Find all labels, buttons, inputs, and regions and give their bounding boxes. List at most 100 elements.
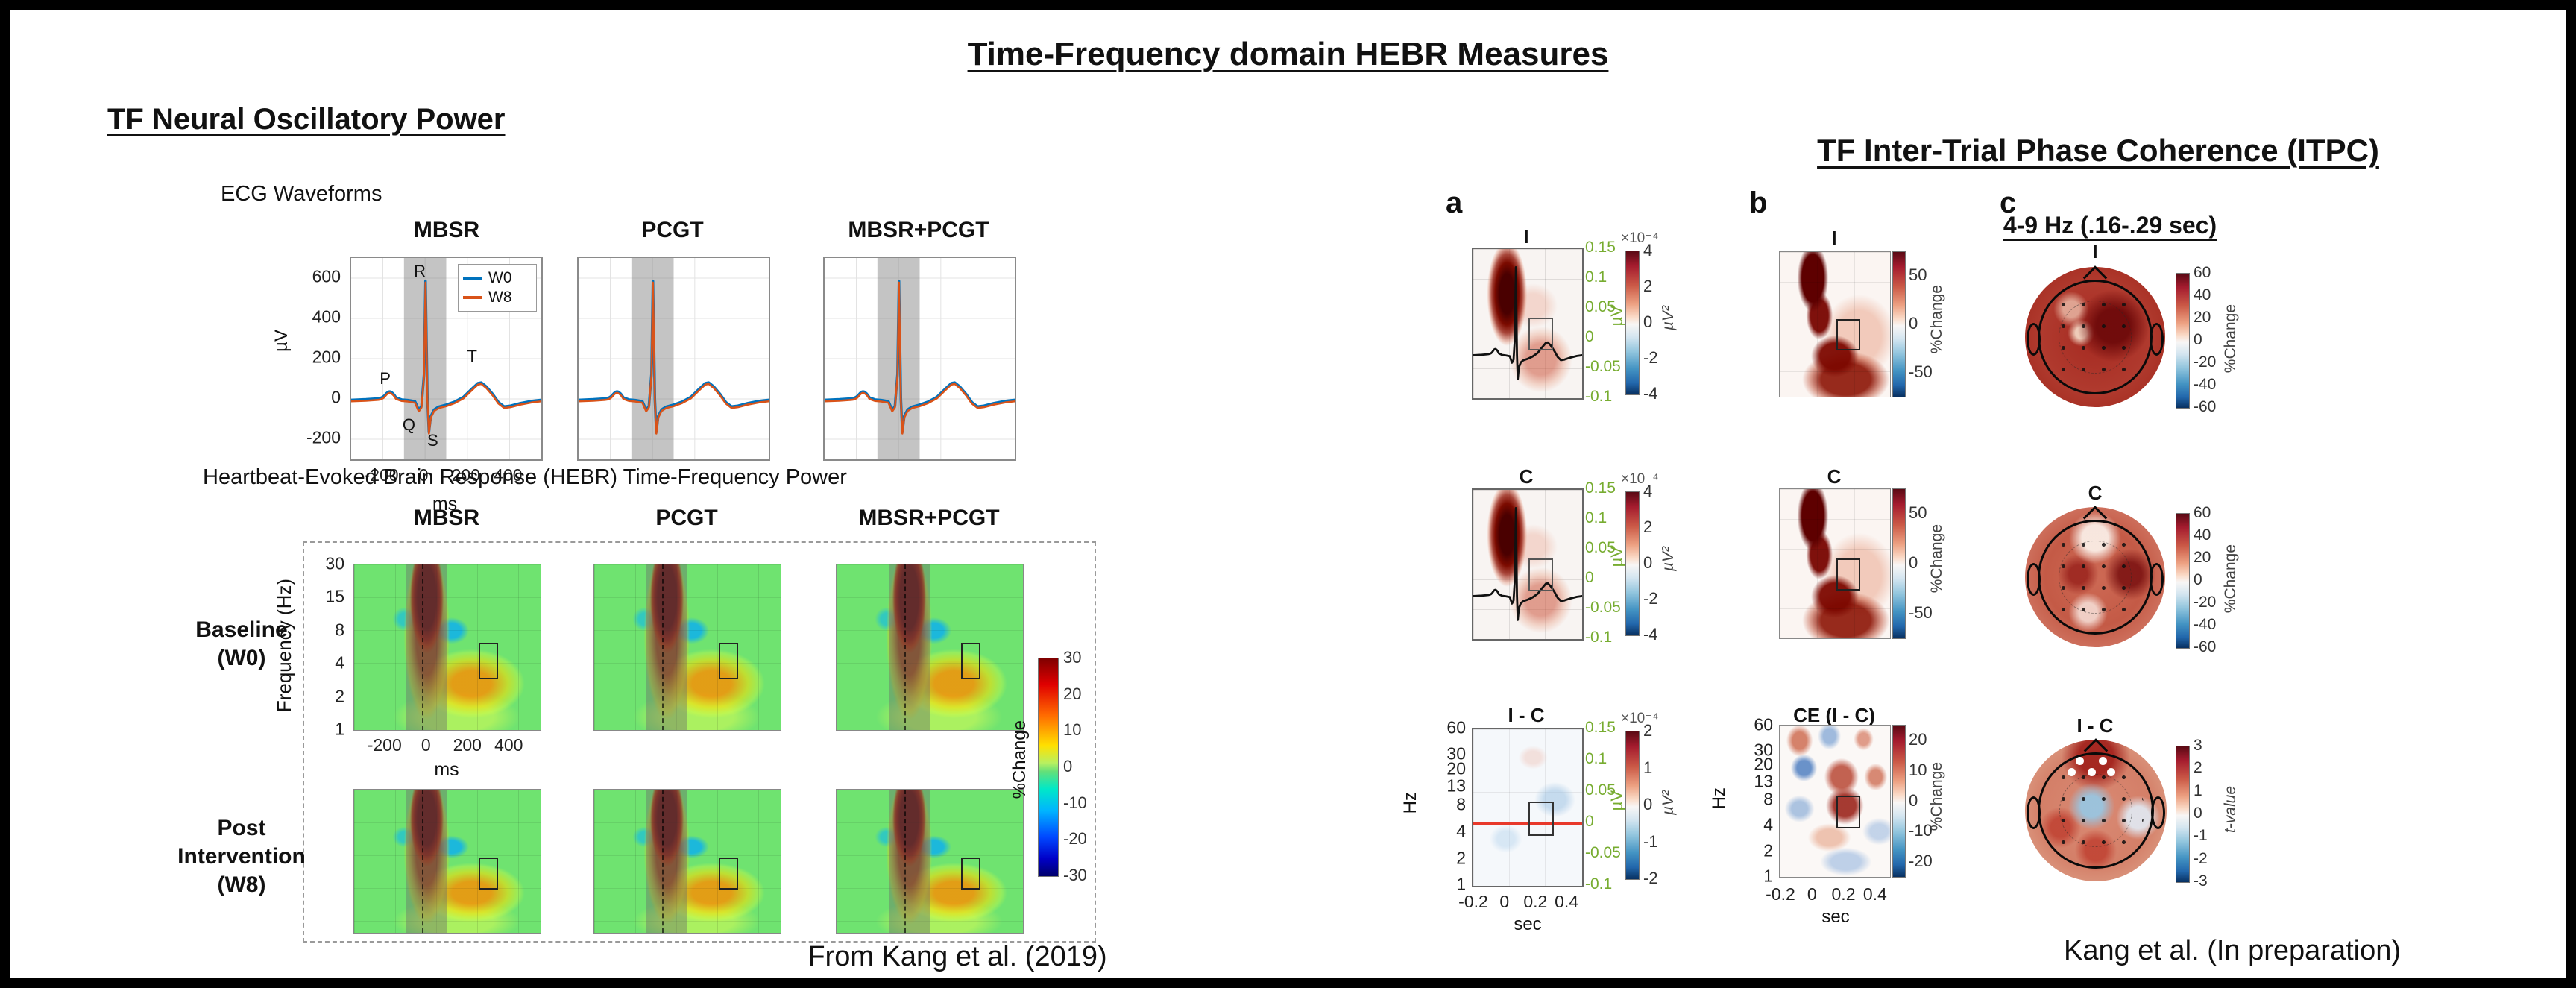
roi-box xyxy=(1528,558,1553,591)
ecg-column-title: MBSR+PCGT xyxy=(848,218,989,242)
panel-label-a: a xyxy=(1446,186,1463,219)
roi-box xyxy=(1836,318,1860,351)
row-label-line: Baseline xyxy=(195,617,288,642)
colorbar-tick-label: -60 xyxy=(2194,638,2217,655)
colorbar-a-diff xyxy=(1625,731,1640,880)
uv-tick-label: 0.15 xyxy=(1585,719,1616,736)
colorbar-tick-label: 0 xyxy=(2194,571,2202,588)
colorbar-tick-label: -2 xyxy=(1643,589,1658,608)
colorbar-tick-label: 0 xyxy=(1909,790,1918,810)
sec-tick-label: 0.2 xyxy=(1831,884,1856,904)
row-label-baseline: Baseline (W0) xyxy=(178,616,305,673)
panel-label-b: b xyxy=(1749,186,1768,219)
right-ear-marker xyxy=(2151,796,2166,829)
colorbar-b-i-label: %Change xyxy=(1928,285,1945,354)
colorbar-tick-label: 20 xyxy=(1909,730,1927,749)
wave-point-label: R xyxy=(414,262,426,281)
itpc-power-map-i xyxy=(1472,248,1584,400)
colorbar-tick-label: -4 xyxy=(1643,625,1658,644)
ecg-plot-mbsr-canvas xyxy=(351,258,541,459)
zero-dashed-line xyxy=(904,790,907,933)
roi-box xyxy=(1528,318,1553,350)
colorbar-tick-label: -4 xyxy=(1643,384,1658,403)
panel-label-c: c xyxy=(2000,186,2017,219)
ecg-y-axis-ticks: 600 400 200 0 -200 xyxy=(297,257,341,458)
colorbar-a-c xyxy=(1625,491,1640,636)
ecg-x-axis-label: ms xyxy=(432,494,458,515)
significant-electrode-dot xyxy=(2076,756,2085,765)
colorbar-tick-label: 0 xyxy=(1909,553,1918,572)
roi-box xyxy=(960,857,980,890)
wave-point-label: S xyxy=(427,431,438,450)
roi-box xyxy=(718,857,738,890)
tf-heatmap-w8-pcgt xyxy=(593,789,781,934)
topo-title: I xyxy=(2092,240,2098,262)
hz-axis-ticks-a: 60 30 20 13 8 4 2 1 xyxy=(1426,718,1466,894)
sec-axis-ticks-a: -0.2 0 0.2 0.4 xyxy=(1458,892,1582,911)
colorbar-tick-label: 60 xyxy=(2194,504,2211,521)
y-tick-label: 200 xyxy=(312,347,341,367)
colorbar-exponent-diff: ×10⁻⁴ xyxy=(1621,711,1659,726)
uv-tick-label: 0.15 xyxy=(1585,239,1616,256)
uv-axis-label-c: µV xyxy=(1607,547,1626,567)
hz-tick-label: 13 xyxy=(1446,775,1466,796)
colorbar-tick-label: -40 xyxy=(2194,375,2217,393)
w8-line-swatch xyxy=(463,296,482,299)
hz-axis-label-b: Hz xyxy=(1709,787,1729,810)
wave-point-label: P xyxy=(380,368,391,388)
flat-difference-trace xyxy=(1473,822,1582,825)
colorbar-tick-label: 0 xyxy=(1643,553,1653,572)
colorbar-tick-label: 0 xyxy=(1909,314,1918,333)
colorbar-tick-label: -20 xyxy=(2194,353,2217,371)
topomap-c xyxy=(2025,506,2165,647)
wave-point-label: T xyxy=(467,346,477,365)
right-ear-marker xyxy=(2150,563,2164,597)
colorbar-tick-label: 3 xyxy=(2194,737,2202,754)
colorbar-a-diff-label: µV² xyxy=(1660,790,1677,816)
shaded-band xyxy=(406,790,447,933)
hz-tick-label: 13 xyxy=(1754,771,1773,791)
right-section-heading: TF Inter-Trial Phase Coherence (ITPC) xyxy=(1817,133,2379,168)
sec-tick-label: 0.4 xyxy=(1862,884,1887,904)
colorbar-a-i-label: µV² xyxy=(1660,306,1677,331)
tf-heatmap-w0-mbsr xyxy=(353,564,541,731)
colorbar-tick-label: 0 xyxy=(1643,312,1653,331)
colorbar-c-c xyxy=(2176,513,2190,649)
electrode-dots xyxy=(2047,289,2143,385)
tf-colorbar-label: %Change xyxy=(1010,720,1030,799)
colorbar-tick-label: -1 xyxy=(1643,831,1658,851)
roi-box xyxy=(718,643,738,680)
colorbar-b-ce xyxy=(1892,725,1906,878)
colorbar-tick-label: 0 xyxy=(2194,805,2202,822)
colorbar-tick-label: -3 xyxy=(2194,872,2208,890)
roi-box xyxy=(1836,558,1860,591)
ecg-legend: W0 W8 xyxy=(458,264,537,312)
tf-heatmap-w8-mbsr-pcgt xyxy=(836,789,1024,934)
plot-title: CE (I - C) xyxy=(1793,704,1875,726)
legend-row-w8: W8 xyxy=(463,288,532,307)
ecg-trace xyxy=(1473,508,1582,620)
uv-tick-label: -0.05 xyxy=(1585,844,1621,861)
hz-tick-label: 30 xyxy=(1754,740,1773,760)
colorbar-tick-label: 50 xyxy=(1909,503,1927,523)
shaded-band xyxy=(646,564,687,730)
hz-tick-label: 4 xyxy=(1456,821,1466,841)
colorbar-tick-label: -2 xyxy=(1643,348,1658,367)
hz-tick-label: 1 xyxy=(1763,866,1773,886)
itpc-pct-map-c xyxy=(1779,488,1891,639)
colorbar-c-c-label: %Change xyxy=(2222,544,2239,614)
colorbar-tick-label: -2 xyxy=(2194,849,2208,867)
row-label-line: (W0) xyxy=(217,646,266,670)
legend-row-w0: W0 xyxy=(463,268,532,288)
colorbar-b-c xyxy=(1892,488,1906,639)
colorbar-tick-label: 0 xyxy=(1643,795,1653,814)
colorbar-tick-label: -50 xyxy=(1909,602,1933,622)
colorbar-tick-label: -40 xyxy=(2194,615,2217,633)
colorbar-b-c-label: %Change xyxy=(1928,524,1945,594)
uv-tick-label: 0 xyxy=(1585,328,1594,345)
zero-dashed-line xyxy=(422,790,424,933)
roi-box xyxy=(1836,795,1860,829)
row-label-post-intervention: Post Intervention (W8) xyxy=(167,814,316,899)
roi-box xyxy=(478,857,498,890)
ecg-plot-mbsr-pcgt-canvas xyxy=(825,258,1015,459)
